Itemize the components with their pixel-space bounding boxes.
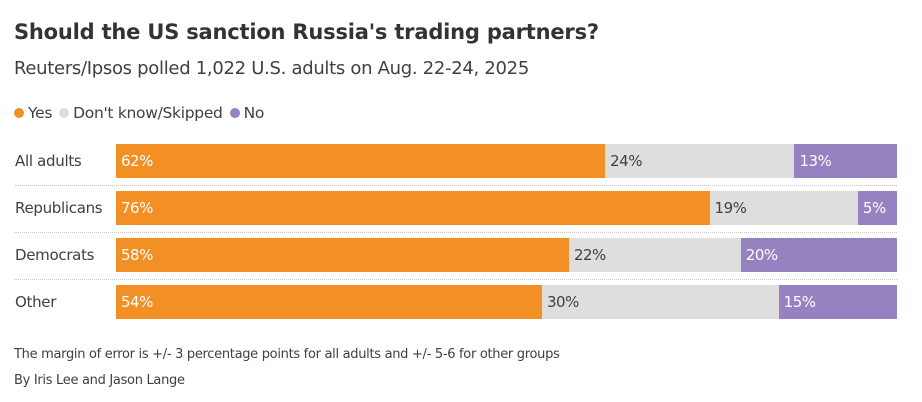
value-label: 19% bbox=[714, 199, 747, 217]
value-label: 22% bbox=[573, 246, 606, 264]
value-label: 13% bbox=[799, 152, 832, 170]
value-label: 5% bbox=[862, 199, 886, 217]
bar-segment-yes: 76% bbox=[116, 191, 710, 225]
yes-dot-icon bbox=[14, 108, 24, 118]
bar-row-democrats: Democrats 58% 22% 20% bbox=[0, 238, 922, 272]
bar-segment-yes: 54% bbox=[116, 285, 542, 319]
value-label: 15% bbox=[783, 293, 816, 311]
value-label: 20% bbox=[745, 246, 778, 264]
bar-row-all-adults: All adults 62% 24% 13% bbox=[0, 144, 922, 178]
chart-title: Should the US sanction Russia's trading … bbox=[14, 20, 599, 44]
chart-subtitle: Reuters/Ipsos polled 1,022 U.S. adults o… bbox=[14, 58, 529, 79]
stacked-bar: 54% 30% 15% bbox=[116, 285, 897, 319]
bar-row-other: Other 54% 30% 15% bbox=[0, 285, 922, 319]
legend-item-dont-know: Don't know/Skipped bbox=[59, 104, 223, 122]
value-label: 62% bbox=[121, 152, 153, 170]
row-divider bbox=[15, 279, 897, 280]
stacked-bar: 58% 22% 20% bbox=[116, 238, 897, 272]
bar-segment-no: 13% bbox=[794, 144, 897, 178]
bar-segment-dont-know: 30% bbox=[542, 285, 779, 319]
bar-segment-dont-know: 19% bbox=[709, 191, 858, 225]
byline: By Iris Lee and Jason Lange bbox=[14, 373, 185, 388]
stacked-bar: 62% 24% 13% bbox=[116, 144, 897, 178]
bar-segment-dont-know: 22% bbox=[568, 238, 741, 272]
legend-item-yes: Yes bbox=[14, 104, 52, 122]
row-divider bbox=[15, 232, 897, 233]
dont-know-dot-icon bbox=[59, 108, 70, 118]
bar-segment-yes: 62% bbox=[116, 144, 606, 178]
row-divider bbox=[15, 185, 897, 186]
value-label: 30% bbox=[547, 293, 579, 311]
row-label: Republicans bbox=[15, 199, 103, 217]
bar-segment-dont-know: 24% bbox=[605, 144, 795, 178]
row-label: Other bbox=[15, 293, 57, 311]
legend-item-no: No bbox=[229, 104, 265, 122]
no-dot-icon bbox=[229, 108, 240, 118]
bar-segment-yes: 58% bbox=[116, 238, 569, 272]
row-label: All adults bbox=[15, 152, 82, 170]
margin-of-error-note: The margin of error is +/- 3 percentage … bbox=[14, 347, 560, 362]
legend-label: No bbox=[243, 104, 265, 122]
bar-row-republicans: Republicans 76% 19% 5% bbox=[0, 191, 922, 225]
value-label: 76% bbox=[121, 199, 153, 217]
row-label: Democrats bbox=[15, 246, 95, 264]
value-label: 58% bbox=[121, 246, 153, 264]
stacked-bar: 76% 19% 5% bbox=[116, 191, 897, 225]
bar-segment-no: 20% bbox=[740, 238, 897, 272]
legend-label: Don't know/Skipped bbox=[73, 104, 223, 122]
bar-segment-no: 5% bbox=[857, 191, 897, 225]
legend: Yes Don't know/Skipped No bbox=[14, 104, 271, 122]
value-label: 24% bbox=[610, 152, 642, 170]
value-label: 54% bbox=[121, 293, 153, 311]
legend-label: Yes bbox=[28, 104, 53, 122]
bar-segment-no: 15% bbox=[778, 285, 897, 319]
